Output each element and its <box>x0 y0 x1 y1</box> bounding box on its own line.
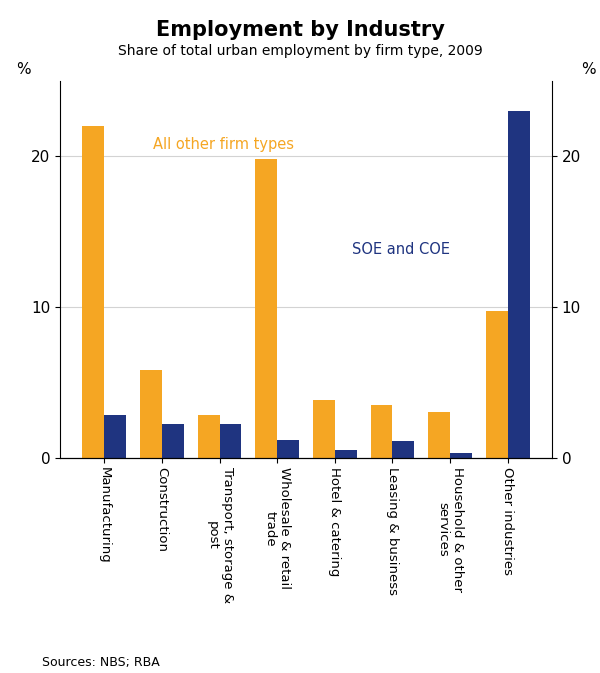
Text: Employment by Industry: Employment by Industry <box>155 20 445 40</box>
Bar <box>197 415 220 458</box>
Bar <box>428 413 450 458</box>
Bar <box>104 415 126 458</box>
Text: %: % <box>16 62 31 77</box>
Bar <box>508 111 530 458</box>
Bar <box>82 126 104 458</box>
Bar <box>371 405 392 458</box>
Bar <box>162 425 184 458</box>
Bar <box>335 450 357 458</box>
Text: All other firm types: All other firm types <box>153 137 294 151</box>
Bar <box>140 370 162 458</box>
Text: Sources: NBS; RBA: Sources: NBS; RBA <box>42 656 160 669</box>
Bar <box>392 441 415 458</box>
Text: Share of total urban employment by firm type, 2009: Share of total urban employment by firm … <box>118 44 482 58</box>
Bar <box>450 453 472 458</box>
Bar <box>220 425 241 458</box>
Bar <box>313 400 335 458</box>
Bar <box>486 312 508 458</box>
Text: SOE and COE: SOE and COE <box>352 242 450 257</box>
Text: %: % <box>581 62 596 77</box>
Bar <box>255 159 277 458</box>
Bar <box>277 439 299 458</box>
